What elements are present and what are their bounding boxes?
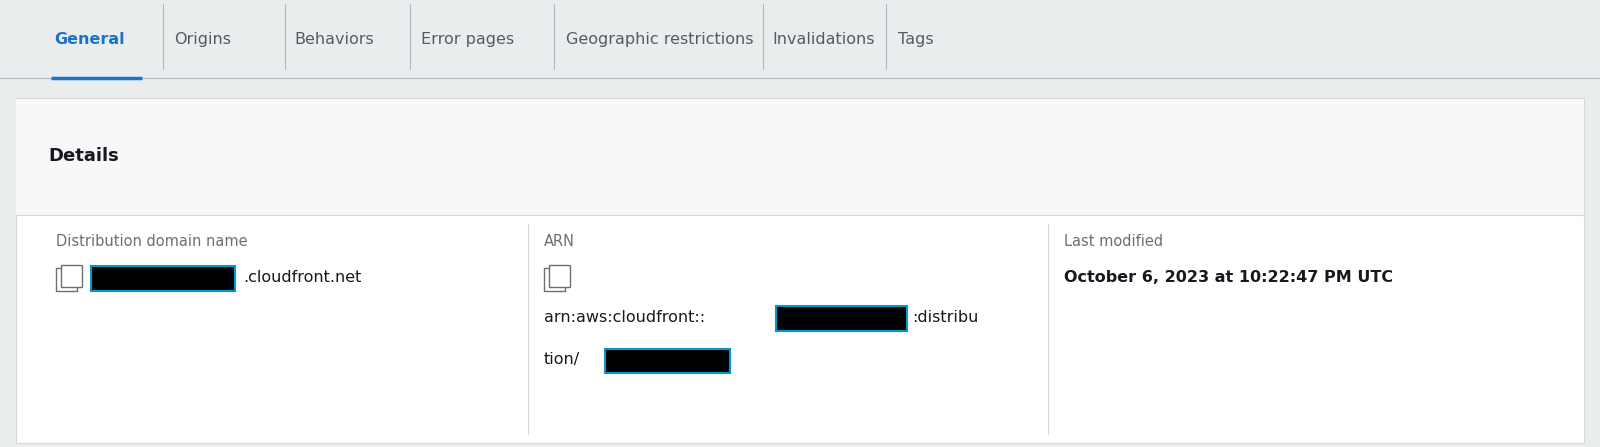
FancyBboxPatch shape bbox=[0, 0, 1600, 78]
Bar bbox=[0, 78, 1600, 98]
FancyBboxPatch shape bbox=[16, 98, 1584, 443]
Text: Last modified: Last modified bbox=[1064, 234, 1163, 249]
Text: .cloudfront.net: .cloudfront.net bbox=[243, 270, 362, 285]
Bar bbox=[91, 266, 235, 291]
Text: ARN: ARN bbox=[544, 234, 574, 249]
Text: General: General bbox=[54, 32, 125, 46]
Text: Error pages: Error pages bbox=[421, 32, 514, 46]
Text: Invalidations: Invalidations bbox=[773, 32, 875, 46]
Text: Behaviors: Behaviors bbox=[294, 32, 374, 46]
Text: Details: Details bbox=[48, 148, 118, 165]
FancyBboxPatch shape bbox=[61, 265, 82, 287]
Text: tion/: tion/ bbox=[544, 352, 581, 367]
Text: arn:aws:cloudfront::: arn:aws:cloudfront:: bbox=[544, 310, 706, 325]
Bar bbox=[776, 306, 907, 331]
Text: :distribu: :distribu bbox=[912, 310, 978, 325]
FancyBboxPatch shape bbox=[16, 98, 1584, 215]
Text: Geographic restrictions: Geographic restrictions bbox=[566, 32, 754, 46]
Text: Distribution domain name: Distribution domain name bbox=[56, 234, 248, 249]
Text: October 6, 2023 at 10:22:47 PM UTC: October 6, 2023 at 10:22:47 PM UTC bbox=[1064, 270, 1394, 285]
FancyBboxPatch shape bbox=[549, 265, 570, 287]
Text: Tags: Tags bbox=[898, 32, 933, 46]
Text: Origins: Origins bbox=[174, 32, 232, 46]
Bar bbox=[605, 349, 730, 373]
